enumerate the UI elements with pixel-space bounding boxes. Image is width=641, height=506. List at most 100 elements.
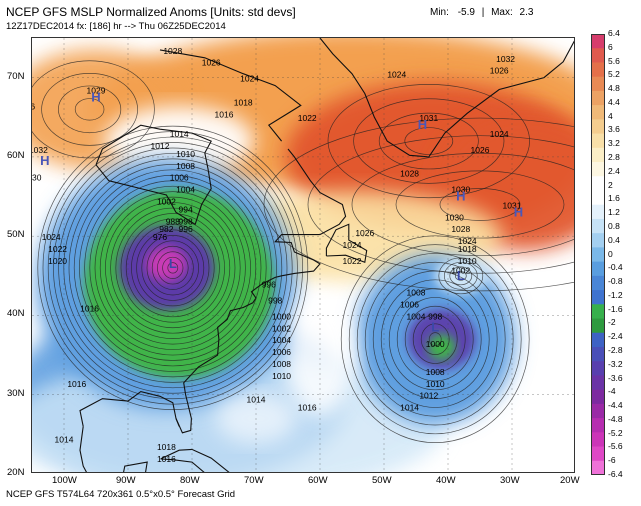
high-center-marker: H	[91, 89, 100, 104]
colorbar-label: 2.4	[608, 165, 620, 176]
pressure-label: 1030	[451, 185, 470, 195]
newfoundland-low-isobar	[449, 266, 473, 286]
colorbar-label: 4.4	[608, 96, 620, 107]
storm-isobar	[167, 262, 179, 274]
colorbar-swatch	[591, 247, 605, 263]
map-title: NCEP GFS MSLP Normalized Anoms [Units: s…	[6, 5, 296, 19]
colorbar-label: 6	[608, 41, 613, 52]
colorbar-label: 3.6	[608, 124, 620, 135]
colorbar-label: -1.6	[608, 303, 623, 314]
pressure-label: 1014	[247, 395, 266, 405]
greenland-high-isobar	[353, 98, 505, 184]
colorbar-label: 4.8	[608, 83, 620, 94]
colorbar-label: -6.4	[608, 469, 623, 479]
pressure-label: 1016	[80, 303, 99, 313]
us-east-coastline	[79, 148, 347, 434]
pressure-label: 988	[166, 216, 180, 226]
pressure-label: 1026	[202, 58, 221, 68]
pressure-label: 1000	[272, 311, 291, 321]
latitude-label: 40N	[7, 308, 25, 320]
longitude-label: 90W	[116, 475, 136, 486]
white-gap-atlantic	[285, 295, 355, 416]
pressure-label: 1006	[272, 347, 291, 357]
colorbar-swatch	[591, 147, 605, 163]
cuba-coastline	[160, 448, 230, 472]
latitude-label: 70N	[7, 70, 25, 82]
colorbar-swatch	[591, 176, 605, 191]
newfoundland-coastline	[325, 223, 368, 264]
pressure-label: 1004	[176, 185, 195, 195]
storm-isobar	[89, 180, 257, 356]
pressure-label: 976	[153, 232, 167, 242]
colorbar-label: -5.6	[608, 441, 623, 452]
separator: |	[481, 7, 485, 18]
greenland-high-isobar	[378, 112, 479, 170]
pressure-label: 1030	[445, 212, 464, 222]
colorbar-label: 2	[608, 179, 613, 190]
colorbar-label: -3.6	[608, 372, 623, 383]
high-center-marker: H	[514, 204, 523, 219]
storm-isobar	[37, 125, 309, 410]
colorbar-swatch	[591, 375, 605, 391]
colorbar-swatch	[591, 290, 605, 305]
pressure-label: 1024	[343, 240, 362, 250]
longitude-label: 50W	[372, 475, 392, 486]
colorbar-label: -4	[608, 386, 616, 397]
colorbar-label: -2	[608, 317, 616, 328]
atlantic-low-isobar	[388, 288, 482, 391]
storm-isobar	[53, 142, 293, 394]
negative-anomaly-storm-core	[146, 246, 187, 281]
colorbar-swatch	[591, 90, 605, 106]
atlantic-low-isobar	[380, 279, 490, 399]
pressure-label: 1026	[355, 228, 374, 238]
canada-high-isobar	[32, 60, 155, 159]
low-center-marker: L	[457, 268, 465, 283]
longitude-label: 20W	[560, 475, 580, 486]
florida-gulf-link	[175, 418, 180, 427]
colorbar-swatch	[591, 133, 605, 149]
pressure-label: 1032	[496, 54, 515, 64]
colorbar-label: 1.6	[608, 193, 620, 204]
pressure-label: 1022	[48, 244, 67, 254]
pressure-label: 1002	[451, 265, 470, 275]
pressure-label: 1004	[272, 335, 291, 345]
colorbar-swatch	[591, 418, 605, 433]
atlantic-high-isobar	[307, 135, 574, 274]
colorbar-label: -4.4	[608, 400, 623, 411]
canada-high-isobar	[41, 72, 138, 146]
pressure-label: 1031	[419, 113, 438, 123]
colorbar-label: -2.8	[608, 344, 623, 355]
storm-isobar	[162, 256, 184, 279]
canada-high-isobar	[58, 85, 122, 134]
pressure-label: 1028	[400, 169, 419, 179]
atlantic-low-isobar	[396, 297, 474, 382]
max-value: 2.3	[519, 7, 534, 18]
pressure-label: 1022	[343, 256, 362, 266]
atlantic-low-isobar	[420, 323, 450, 355]
colorbar-swatch	[591, 48, 605, 63]
pressure-label: 1030	[32, 173, 42, 183]
pressure-label: 1014	[170, 129, 189, 139]
pressure-label: 1018	[157, 442, 176, 452]
coastlines	[79, 38, 574, 472]
colorbar-label: -3.2	[608, 358, 623, 369]
pressure-label: 994	[179, 204, 193, 214]
storm-isobar	[146, 240, 199, 296]
atlantic-high-isobar	[439, 188, 521, 221]
storm-isobar	[136, 229, 210, 307]
newfoundland-low-isobar	[454, 270, 467, 281]
pressure-label: 982	[159, 224, 173, 234]
colorbar-swatch	[591, 233, 605, 248]
greenland-high-isobar	[327, 84, 530, 199]
anomaly-map: 1028102610241026102910181016101410121010…	[32, 38, 574, 472]
pressure-label: 1020	[48, 256, 67, 266]
pressure-label: 1002	[272, 323, 291, 333]
greenland-high-isobar	[404, 127, 454, 155]
min-value: -5.9	[457, 7, 475, 18]
pressure-label: 1000	[426, 339, 445, 349]
storm-isobar	[99, 191, 246, 345]
latitude-label: 30N	[7, 387, 25, 399]
newfoundland-low-isobar	[438, 257, 484, 295]
colorbar-swatch	[591, 119, 605, 134]
colorbar-swatch	[591, 361, 605, 376]
